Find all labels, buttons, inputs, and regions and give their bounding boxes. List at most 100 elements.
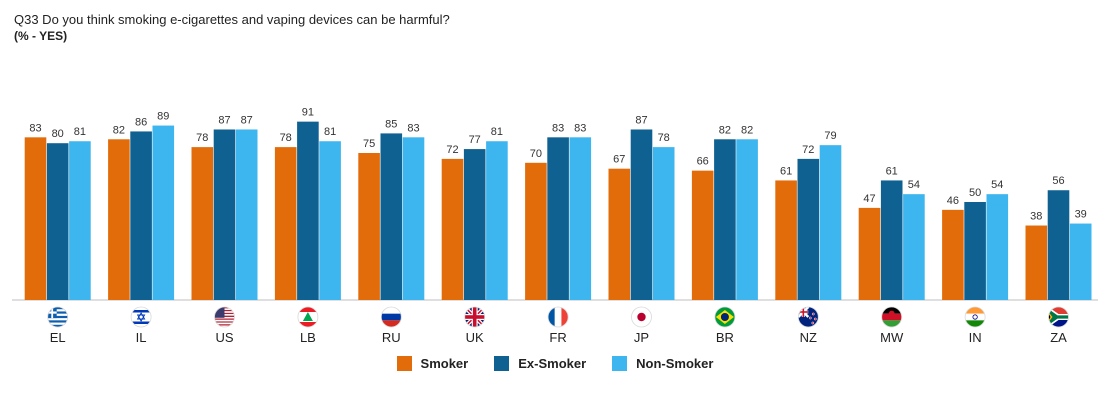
- data-label-non-smoker-uk: 81: [491, 126, 503, 138]
- legend-label-smoker: Smoker: [420, 356, 469, 371]
- bar-smoker-fr: [525, 162, 547, 300]
- data-label-ex-smoker-lb: 91: [302, 107, 314, 119]
- category-label-br: BR: [716, 330, 734, 345]
- category-label-za: ZA: [1050, 330, 1067, 345]
- legend-item-non-smoker: Non-Smoker: [612, 356, 713, 371]
- bar-ex-smoker-nz: [797, 158, 820, 300]
- data-label-ex-smoker-in: 50: [969, 187, 981, 199]
- flag-israel-icon: [130, 306, 152, 328]
- bar-smoker-nz: [775, 180, 797, 300]
- data-label-ex-smoker-uk: 77: [469, 134, 481, 146]
- bar-smoker-ru: [358, 153, 380, 300]
- flag-south-africa-icon: [1048, 306, 1069, 328]
- bar-smoker-il: [108, 139, 130, 300]
- data-label-smoker-fr: 70: [530, 148, 542, 160]
- bar-smoker-za: [1025, 225, 1048, 300]
- bar-ex-smoker-fr: [547, 137, 569, 300]
- category-label-jp: JP: [634, 330, 649, 345]
- legend-label-non-smoker: Non-Smoker: [636, 356, 714, 371]
- flag-japan-icon: [631, 306, 652, 328]
- legend-swatch-smoker: [396, 356, 412, 371]
- flag-brazil-icon: [714, 306, 736, 328]
- bar-non-smoker-ru: [402, 137, 425, 300]
- bar-non-smoker-il: [152, 125, 175, 300]
- category-label-uk: UK: [466, 330, 484, 345]
- data-label-ex-smoker-nz: 72: [802, 144, 814, 156]
- bar-non-smoker-za: [1069, 223, 1092, 300]
- bar-ex-smoker-il: [130, 131, 152, 300]
- data-label-smoker-br: 66: [697, 156, 709, 168]
- bar-smoker-in: [942, 209, 964, 300]
- flag-malawi-icon: [881, 306, 903, 328]
- data-label-non-smoker-us: 87: [241, 114, 253, 126]
- data-label-ex-smoker-mw: 61: [886, 165, 898, 177]
- data-label-smoker-il: 82: [113, 124, 125, 136]
- bar-smoker-mw: [858, 207, 881, 300]
- data-label-non-smoker-ru: 83: [407, 122, 419, 134]
- bar-smoker-lb: [274, 147, 297, 300]
- bar-ex-smoker-ru: [380, 133, 403, 300]
- data-label-ex-smoker-ru: 85: [385, 118, 397, 130]
- data-label-non-smoker-fr: 83: [574, 122, 586, 134]
- category-label-in: IN: [969, 330, 982, 345]
- bar-ex-smoker-jp: [630, 129, 653, 300]
- bar-non-smoker-us: [235, 129, 258, 300]
- title-block: Q33 Do you think smoking e-cigarettes an…: [14, 12, 450, 44]
- data-label-ex-smoker-fr: 83: [552, 122, 564, 134]
- flag-new-zealand-icon: [797, 306, 819, 328]
- data-label-smoker-lb: 78: [280, 132, 292, 144]
- bar-smoker-uk: [441, 158, 464, 300]
- flag-india-icon: [964, 306, 986, 328]
- bar-non-smoker-uk: [486, 141, 508, 300]
- data-label-ex-smoker-il: 86: [135, 116, 147, 128]
- flag-uk-icon: [464, 306, 486, 328]
- legend-swatch-non-smoker: [612, 356, 628, 371]
- data-label-non-smoker-il: 89: [157, 111, 169, 123]
- category-label-us: US: [215, 330, 233, 345]
- bar-ex-smoker-el: [46, 143, 69, 300]
- bar-ex-smoker-br: [714, 139, 736, 300]
- bar-smoker-el: [24, 137, 47, 300]
- data-label-ex-smoker-za: 56: [1052, 175, 1064, 187]
- data-label-non-smoker-jp: 78: [658, 132, 670, 144]
- data-label-smoker-za: 38: [1030, 211, 1042, 223]
- bar-ex-smoker-in: [964, 202, 986, 300]
- category-label-mw: MW: [880, 330, 904, 345]
- chart-subtitle: (% - YES): [14, 29, 68, 43]
- category-label-ru: RU: [382, 330, 401, 345]
- chart-title: Q33 Do you think smoking e-cigarettes an…: [14, 12, 450, 27]
- legend-item-smoker: Smoker: [396, 356, 469, 371]
- data-label-ex-smoker-jp: 87: [635, 114, 647, 126]
- bar-smoker-jp: [608, 168, 631, 300]
- bar-smoker-us: [191, 147, 214, 300]
- bar-non-smoker-lb: [319, 141, 341, 300]
- legend-item-ex-smoker: Ex-Smoker: [494, 356, 586, 371]
- bar-smoker-br: [691, 170, 714, 300]
- data-label-smoker-ru: 75: [363, 138, 375, 150]
- bar-non-smoker-el: [69, 141, 91, 300]
- legend-swatch-ex-smoker: [494, 356, 510, 371]
- data-label-non-smoker-za: 39: [1075, 209, 1087, 221]
- category-label-el: EL: [50, 330, 66, 345]
- bar-non-smoker-jp: [652, 147, 675, 300]
- bar-non-smoker-fr: [569, 137, 592, 300]
- flag-usa-icon: [214, 306, 235, 328]
- data-label-ex-smoker-br: 82: [719, 124, 731, 136]
- data-label-non-smoker-br: 82: [741, 124, 753, 136]
- data-label-smoker-us: 78: [196, 132, 208, 144]
- data-label-non-smoker-mw: 54: [908, 179, 920, 191]
- category-label-lb: LB: [300, 330, 316, 345]
- data-label-smoker-in: 46: [947, 195, 959, 207]
- flag-greece-icon: [47, 306, 69, 328]
- bar-non-smoker-nz: [819, 145, 842, 300]
- data-label-smoker-nz: 61: [780, 165, 792, 177]
- legend-label-ex-smoker: Ex-Smoker: [518, 356, 587, 371]
- bar-ex-smoker-us: [213, 129, 236, 300]
- data-label-non-smoker-nz: 79: [824, 130, 836, 142]
- data-label-ex-smoker-us: 87: [218, 114, 230, 126]
- bar-ex-smoker-za: [1047, 190, 1070, 300]
- category-label-fr: FR: [549, 330, 566, 345]
- flag-france-icon: [547, 306, 569, 328]
- bar-non-smoker-in: [986, 194, 1009, 300]
